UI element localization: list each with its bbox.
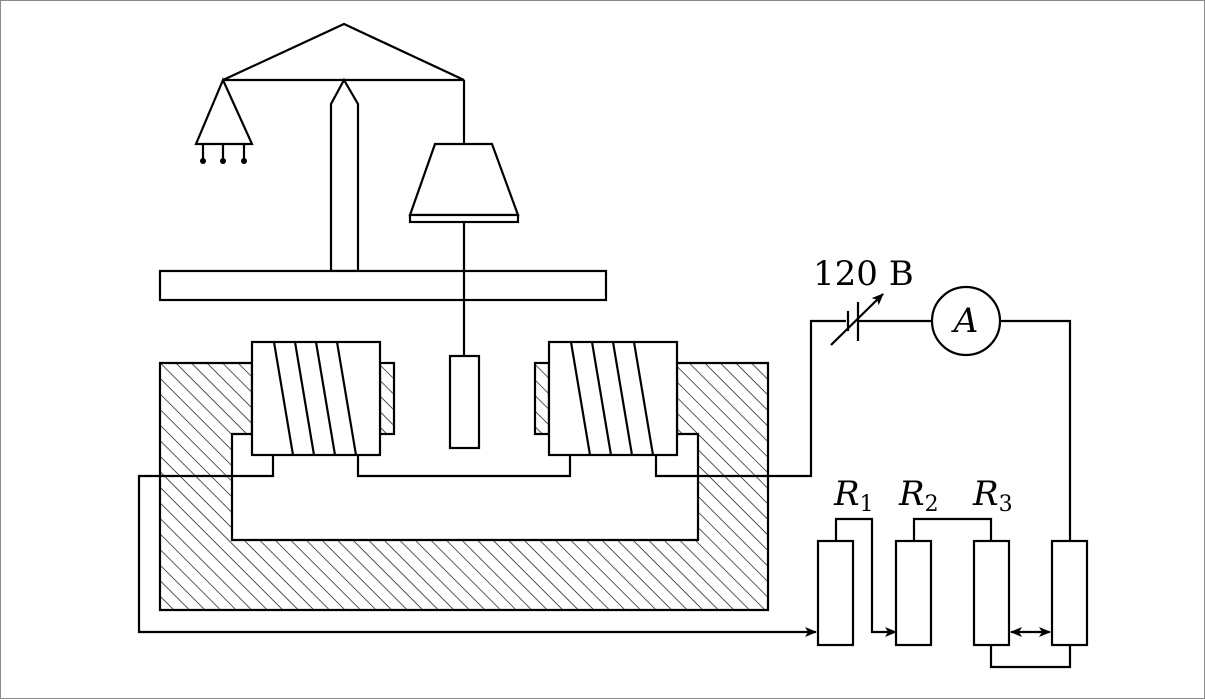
resistor-r1 (816, 539, 855, 647)
left-weight-pan (194, 77, 254, 146)
coil-interconnect-wire (356, 455, 572, 478)
voltage-label: 120 В (813, 254, 914, 294)
ammeter: A (930, 285, 1002, 357)
circuit: A (137, 285, 1089, 669)
r1-tap-wire (834, 517, 897, 637)
electromagnet (158, 340, 770, 612)
r2-r3-link (912, 517, 993, 541)
support-base (158, 269, 608, 302)
r3-label: R3 (972, 474, 1013, 517)
resistors (816, 539, 1089, 647)
pan-weights (200, 144, 247, 164)
resistor-r2 (894, 539, 933, 647)
balance-arm (222, 22, 465, 82)
r2-label: R2 (898, 474, 939, 517)
balance-assembly (158, 22, 608, 450)
fulcrum-post (329, 77, 360, 273)
variable-arrow (830, 293, 884, 346)
ammeter-to-rheostat-wire (1000, 319, 1072, 541)
rheostat (1050, 539, 1089, 647)
iron-core-plunger (448, 354, 481, 450)
ammeter-label: A (951, 301, 979, 341)
right-pole-piece (533, 361, 551, 436)
r3-rheostat-bottom-wire (989, 645, 1072, 669)
left-coil (250, 340, 382, 457)
coil-wire-right-lead (654, 319, 846, 478)
battery-120v (830, 293, 884, 346)
r1-label: R1 (833, 474, 874, 517)
hanging-weight (408, 142, 520, 217)
left-pole-piece (378, 361, 396, 436)
right-coil (547, 340, 679, 457)
resistor-r3 (972, 539, 1011, 647)
coil-wire-left-lead (137, 455, 817, 637)
hanging-weight-base (408, 213, 520, 224)
